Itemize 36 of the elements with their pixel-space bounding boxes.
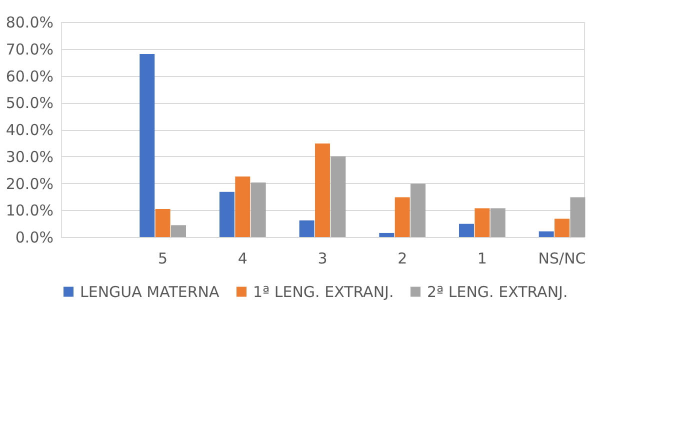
y-tick-label: 40.0% [6, 121, 54, 139]
bar [459, 224, 474, 237]
legend-label: 1ª LENG. EXTRANJ. [253, 282, 394, 301]
bar [299, 220, 314, 237]
legend-label: 2ª LENG. EXTRANJ. [427, 282, 568, 301]
bar [474, 208, 490, 237]
y-tick-label: 70.0% [6, 40, 54, 58]
x-tick-label: 1 [477, 250, 487, 268]
y-tick-label: 60.0% [6, 67, 54, 86]
x-tick-label: 3 [318, 250, 328, 268]
bar [410, 184, 426, 237]
bar [250, 182, 266, 237]
x-tick-label: 5 [158, 250, 168, 268]
bar [538, 231, 554, 237]
bar [379, 232, 394, 237]
x-tick-label: NS/NC [538, 250, 586, 268]
bar [315, 143, 330, 237]
x-tick-label: 2 [398, 250, 408, 268]
bar [490, 208, 506, 237]
bar [155, 209, 170, 237]
legend-label: LENGUA MATERNA [80, 282, 220, 301]
x-tick-label: 4 [238, 250, 248, 268]
bar [219, 192, 234, 237]
bar [570, 197, 586, 237]
y-tick-label: 10.0% [6, 202, 54, 220]
y-tick-label: 0.0% [15, 228, 54, 246]
y-tick-label: 30.0% [6, 148, 54, 166]
bar [235, 176, 250, 237]
bar [170, 225, 186, 237]
y-tick-label: 80.0% [6, 14, 54, 32]
y-tick-label: 50.0% [6, 94, 54, 112]
bar [140, 54, 155, 237]
y-tick-label: 20.0% [6, 174, 54, 193]
bar [394, 197, 410, 237]
bar [554, 218, 570, 237]
bar [330, 156, 346, 237]
